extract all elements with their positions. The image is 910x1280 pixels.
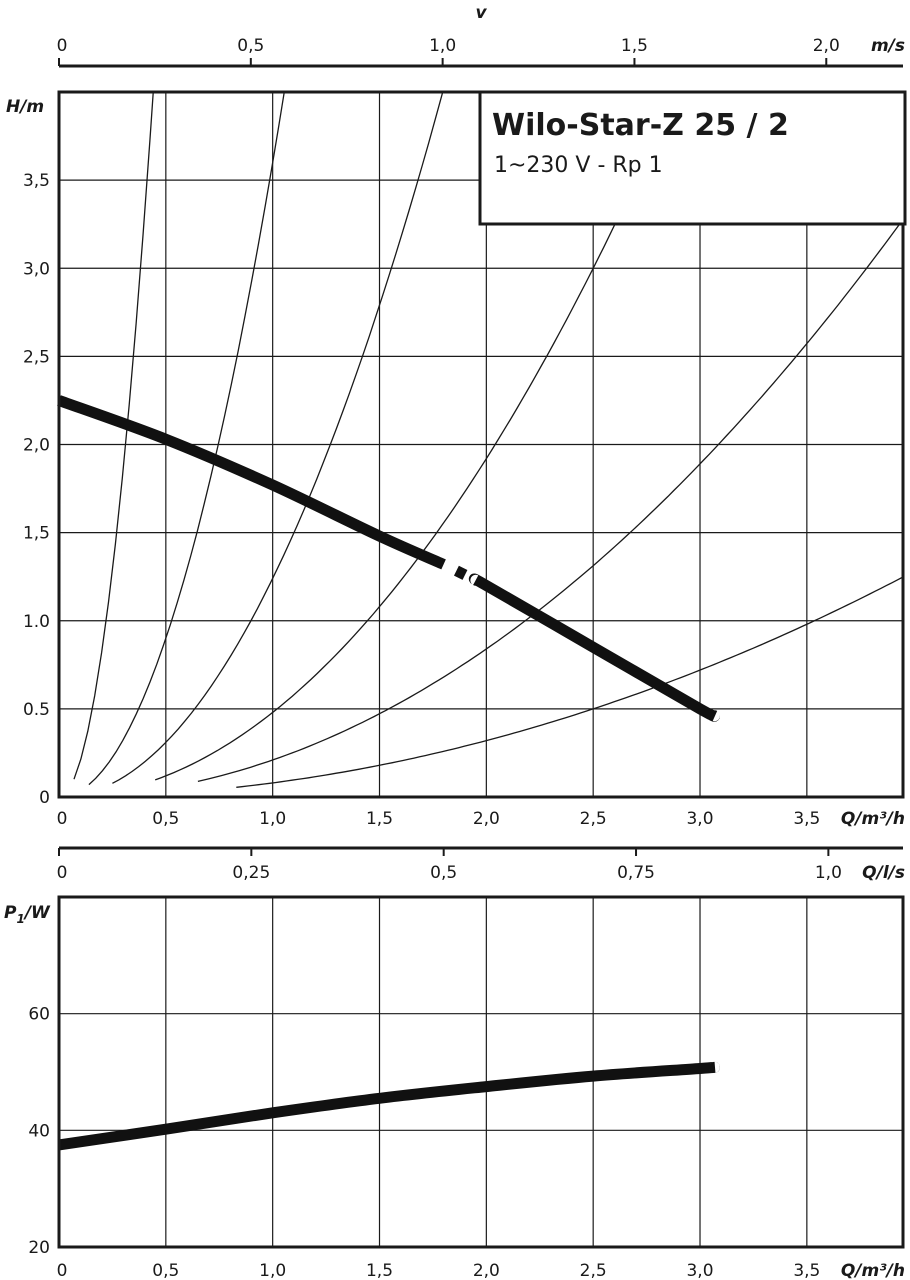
power-x-tick: 2,5 bbox=[580, 1261, 607, 1280]
power-y-axis-title: P1/W bbox=[4, 903, 51, 926]
flow-ls-tick: 0,75 bbox=[617, 863, 655, 883]
power-x-tick: 0,5 bbox=[152, 1261, 179, 1280]
head-y-tick: 2,0 bbox=[23, 436, 50, 456]
pump-curve-dash bbox=[453, 565, 468, 580]
chart-subtitle: 1~230 V - Rp 1 bbox=[494, 153, 663, 178]
head-x-axis-title: Q/m³/h bbox=[841, 809, 905, 829]
legend-box: Wilo-Star-Z 25 / 2 1~230 V - Rp 1 bbox=[478, 90, 907, 226]
head-x-tick: 1,0 bbox=[259, 809, 286, 829]
system-curve-5 bbox=[197, 219, 903, 783]
power-curve-group bbox=[59, 1061, 721, 1151]
power-x-tick: 1,5 bbox=[366, 1261, 393, 1280]
system-curve-2 bbox=[88, 92, 285, 786]
power-x-tick: 2,0 bbox=[473, 1261, 500, 1280]
velocity-tick: 0 bbox=[57, 36, 68, 56]
power-y-tick: 40 bbox=[28, 1121, 50, 1141]
head-y-tick: 3,0 bbox=[23, 259, 50, 279]
head-x-tick: 3,5 bbox=[793, 809, 820, 829]
flow-ls-axis-title: Q/l/s bbox=[862, 863, 905, 883]
velocity-symbol: v bbox=[475, 3, 487, 23]
curves-layer bbox=[57, 92, 903, 1151]
text-layer: 0 0.5 1.0 1,5 2,0 2,5 3,0 3,5 H/m 0 0,5 1,0 1,5 2,0 2,… bbox=[4, 3, 905, 1280]
velocity-tick: 2,0 bbox=[813, 36, 840, 56]
velocity-tick: 1,5 bbox=[621, 36, 648, 56]
head-y-axis-title: H/m bbox=[6, 97, 44, 117]
grid-layer bbox=[59, 92, 903, 1247]
power-curve bbox=[59, 1061, 721, 1151]
head-x-tick: 2,5 bbox=[580, 809, 607, 829]
power-y-axis-unit: /W bbox=[23, 903, 51, 923]
head-y-tick: 1.0 bbox=[23, 612, 50, 632]
system-curve-3 bbox=[112, 92, 444, 784]
head-y-tick: 3,5 bbox=[23, 171, 50, 191]
power-x-axis-title: Q/m³/h bbox=[841, 1261, 905, 1280]
head-y-tick: 1,5 bbox=[23, 524, 50, 544]
flow-ls-tick: 0,5 bbox=[430, 863, 457, 883]
head-y-tick: 2,5 bbox=[23, 347, 50, 367]
flow-ls-tick: 0 bbox=[57, 863, 68, 883]
power-plot-frame bbox=[57, 895, 905, 1249]
head-x-tick: 3,0 bbox=[686, 809, 713, 829]
flow-ls-tick: 1,0 bbox=[815, 863, 842, 883]
flow-ls-tick: 0,25 bbox=[232, 863, 270, 883]
power-y-tick: 20 bbox=[28, 1238, 50, 1258]
power-y-tick: 60 bbox=[28, 1005, 50, 1025]
power-x-tick: 0 bbox=[57, 1261, 68, 1280]
head-y-tick: 0 bbox=[39, 788, 50, 808]
power-x-tick: 1,0 bbox=[259, 1261, 286, 1280]
velocity-tick: 0,5 bbox=[237, 36, 264, 56]
power-x-tick: 3,5 bbox=[793, 1261, 820, 1280]
velocity-tick: 1,0 bbox=[429, 36, 456, 56]
system-curve-1 bbox=[73, 92, 154, 780]
head-x-tick: 2,0 bbox=[473, 809, 500, 829]
power-y-axis-symbol: P bbox=[4, 903, 17, 923]
head-x-tick: 1,5 bbox=[366, 809, 393, 829]
chart-title: Wilo-Star-Z 25 / 2 bbox=[492, 108, 789, 143]
system-curves bbox=[73, 92, 903, 788]
head-x-tick: 0 bbox=[57, 809, 68, 829]
power-y-axis-subscript: 1 bbox=[16, 912, 24, 926]
head-y-tick: 0.5 bbox=[23, 700, 50, 720]
pump-curve-segment-2 bbox=[468, 573, 721, 722]
head-x-tick: 0,5 bbox=[152, 809, 179, 829]
power-x-tick: 3,0 bbox=[686, 1261, 713, 1280]
velocity-axis-title: m/s bbox=[871, 36, 905, 56]
pump-curve-segment-1 bbox=[57, 395, 446, 570]
system-curve-6 bbox=[236, 576, 903, 788]
system-curve-4 bbox=[154, 92, 677, 781]
